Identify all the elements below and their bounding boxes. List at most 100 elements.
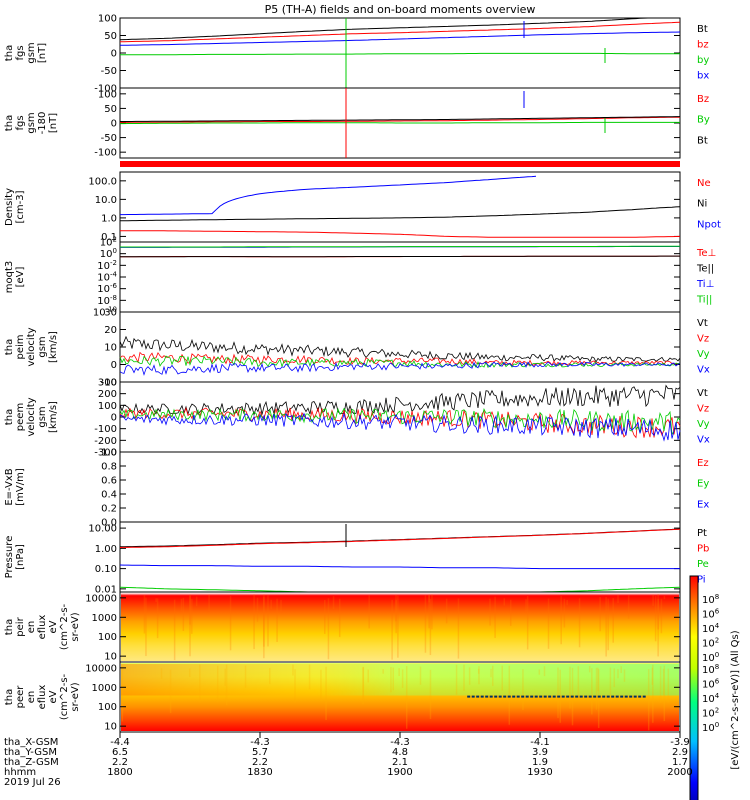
x-tick-label: 3.9 xyxy=(532,747,548,758)
legend-bz: bz xyxy=(697,40,709,51)
legend-Pt: Pt xyxy=(697,528,707,539)
spectrogram-streak xyxy=(368,595,370,629)
y-axis-label: [nT] xyxy=(48,113,59,133)
spectrogram-streak xyxy=(490,668,492,678)
spectrogram-streak xyxy=(627,595,630,619)
x-axis-row-label: hhmm xyxy=(4,767,36,778)
colorbar-tick-label: 102 xyxy=(702,637,719,650)
spectrogram-streak xyxy=(320,669,322,700)
spectrogram-streak xyxy=(338,598,341,638)
legend-Ne: Ne xyxy=(697,178,711,189)
spectrogram-streak xyxy=(276,598,278,642)
legend-Pb: Pb xyxy=(697,544,709,555)
series-line-Pi xyxy=(119,564,680,570)
series-line-Vx xyxy=(120,412,681,442)
spectrogram-dark-band xyxy=(548,695,552,698)
colorbar-tick-label: 108 xyxy=(702,663,719,676)
panel-frame xyxy=(119,241,681,313)
series-line-Bz xyxy=(120,116,680,123)
spectrogram-streak xyxy=(263,596,265,659)
spectrogram-streak xyxy=(189,594,191,657)
spectrogram-streak xyxy=(229,596,232,651)
spectrogram-dark-band xyxy=(534,695,538,698)
spectrogram-streak xyxy=(145,597,147,657)
spectrogram-streak xyxy=(382,669,384,674)
spectrogram-streak xyxy=(294,669,296,703)
spectrogram-streak xyxy=(267,595,269,647)
spectrogram-streak xyxy=(121,665,124,722)
spectrogram-streak xyxy=(612,598,614,643)
y-axis-label: gsm xyxy=(37,336,48,357)
spectrogram-dark-band xyxy=(471,695,475,698)
panel-efield: 1.0 0.8 0.6 0.4 0.2 0.0 E=-VxB [mV/m] Ez Ey Ex xyxy=(4,448,709,529)
spectrogram-streak xyxy=(491,665,494,687)
y-axis-label: tha xyxy=(4,115,15,131)
series-line-Vz xyxy=(119,351,681,367)
spectrogram-streak xyxy=(607,598,609,651)
y-tick-label: -50 xyxy=(101,66,117,77)
spectrogram-streak xyxy=(543,666,546,677)
spectrogram-streak xyxy=(428,594,430,603)
series-line-by xyxy=(120,52,680,56)
spectrogram-streak xyxy=(395,594,397,622)
panel-peir: 10000 1000 100 10 tha peir en eflux eV (cm^2-s-sr… xyxy=(4,591,681,663)
legend-Vz: Vz xyxy=(697,334,709,345)
spectrogram-streak xyxy=(143,594,146,634)
spectrogram-streak xyxy=(563,598,566,628)
y-tick-label: 0 xyxy=(111,49,117,60)
spectrogram-streak xyxy=(609,667,612,696)
y-axis-label: E=-VxB xyxy=(4,468,15,505)
y-tick-label: 10.00 xyxy=(88,524,117,535)
series-line-bz xyxy=(119,21,681,43)
legend-Vy: Vy xyxy=(697,349,710,360)
spectrogram-dark-band xyxy=(525,695,529,698)
spectrogram-streak xyxy=(652,664,654,723)
y-axis-label: -180 xyxy=(37,112,48,135)
x-tick-label: 1800 xyxy=(107,767,132,778)
spectrogram-streak xyxy=(391,599,393,660)
y-tick-label: 0.0 xyxy=(101,518,117,529)
spectrogram-streak xyxy=(362,667,364,705)
y-axis-label: peer xyxy=(15,685,26,709)
y-tick-label: 10.0 xyxy=(95,195,117,206)
spectrogram-streak xyxy=(597,669,600,729)
y-tick-label: 0.2 xyxy=(101,504,117,515)
spectrogram-streak xyxy=(195,596,198,607)
spectrogram-streak xyxy=(457,598,460,659)
spectrogram-dark-band xyxy=(543,695,547,698)
y-axis-label: [eV] xyxy=(15,267,26,288)
series-line-By xyxy=(120,121,680,125)
spectrogram-dark-band xyxy=(575,695,579,698)
y-tick-label: 1.00 xyxy=(95,544,117,555)
y-axis-label: eV xyxy=(48,690,59,703)
spectrogram-streak xyxy=(623,669,626,682)
spectrogram-streak xyxy=(160,668,163,679)
legend-Vt: Vt xyxy=(697,318,708,329)
spectrogram-streak xyxy=(588,665,591,673)
y-tick-label: 0 xyxy=(111,360,117,371)
series-line-Te|| xyxy=(120,255,680,258)
spectrogram-streak xyxy=(525,599,527,612)
y-tick-label: 10-6 xyxy=(97,282,117,295)
spectrogram-dark-band xyxy=(597,695,601,698)
panel-fgs-1: 100 50 0 -50 -100 tha fgs gsm -180 [nT] Bz By Bt xyxy=(4,87,710,159)
spectrogram-streak xyxy=(667,668,670,703)
spectrogram-dark-band xyxy=(633,695,637,698)
legend-Pi: Pi xyxy=(697,575,706,586)
colorbar-label: [eV/(cm^2-s-sr-eV)] (All Qs) xyxy=(730,630,741,769)
y-axis-label: en xyxy=(26,691,37,704)
legend-Bz: Bz xyxy=(697,94,709,105)
y-tick-label: 10-4 xyxy=(97,271,117,284)
x-axis-row-label: tha_Y-GSM xyxy=(4,747,57,758)
series-line-Bt xyxy=(119,17,680,41)
y-axis-label: [km/s] xyxy=(48,331,59,363)
colorbar xyxy=(689,575,699,800)
spectrogram-streak xyxy=(429,669,432,720)
spectrogram-dark-band xyxy=(489,695,493,698)
spectrogram-streak xyxy=(292,664,294,676)
legend-Ez: Ez xyxy=(697,458,709,469)
spectrogram-streak xyxy=(445,598,448,624)
spectrogram-dark-band xyxy=(584,695,588,698)
